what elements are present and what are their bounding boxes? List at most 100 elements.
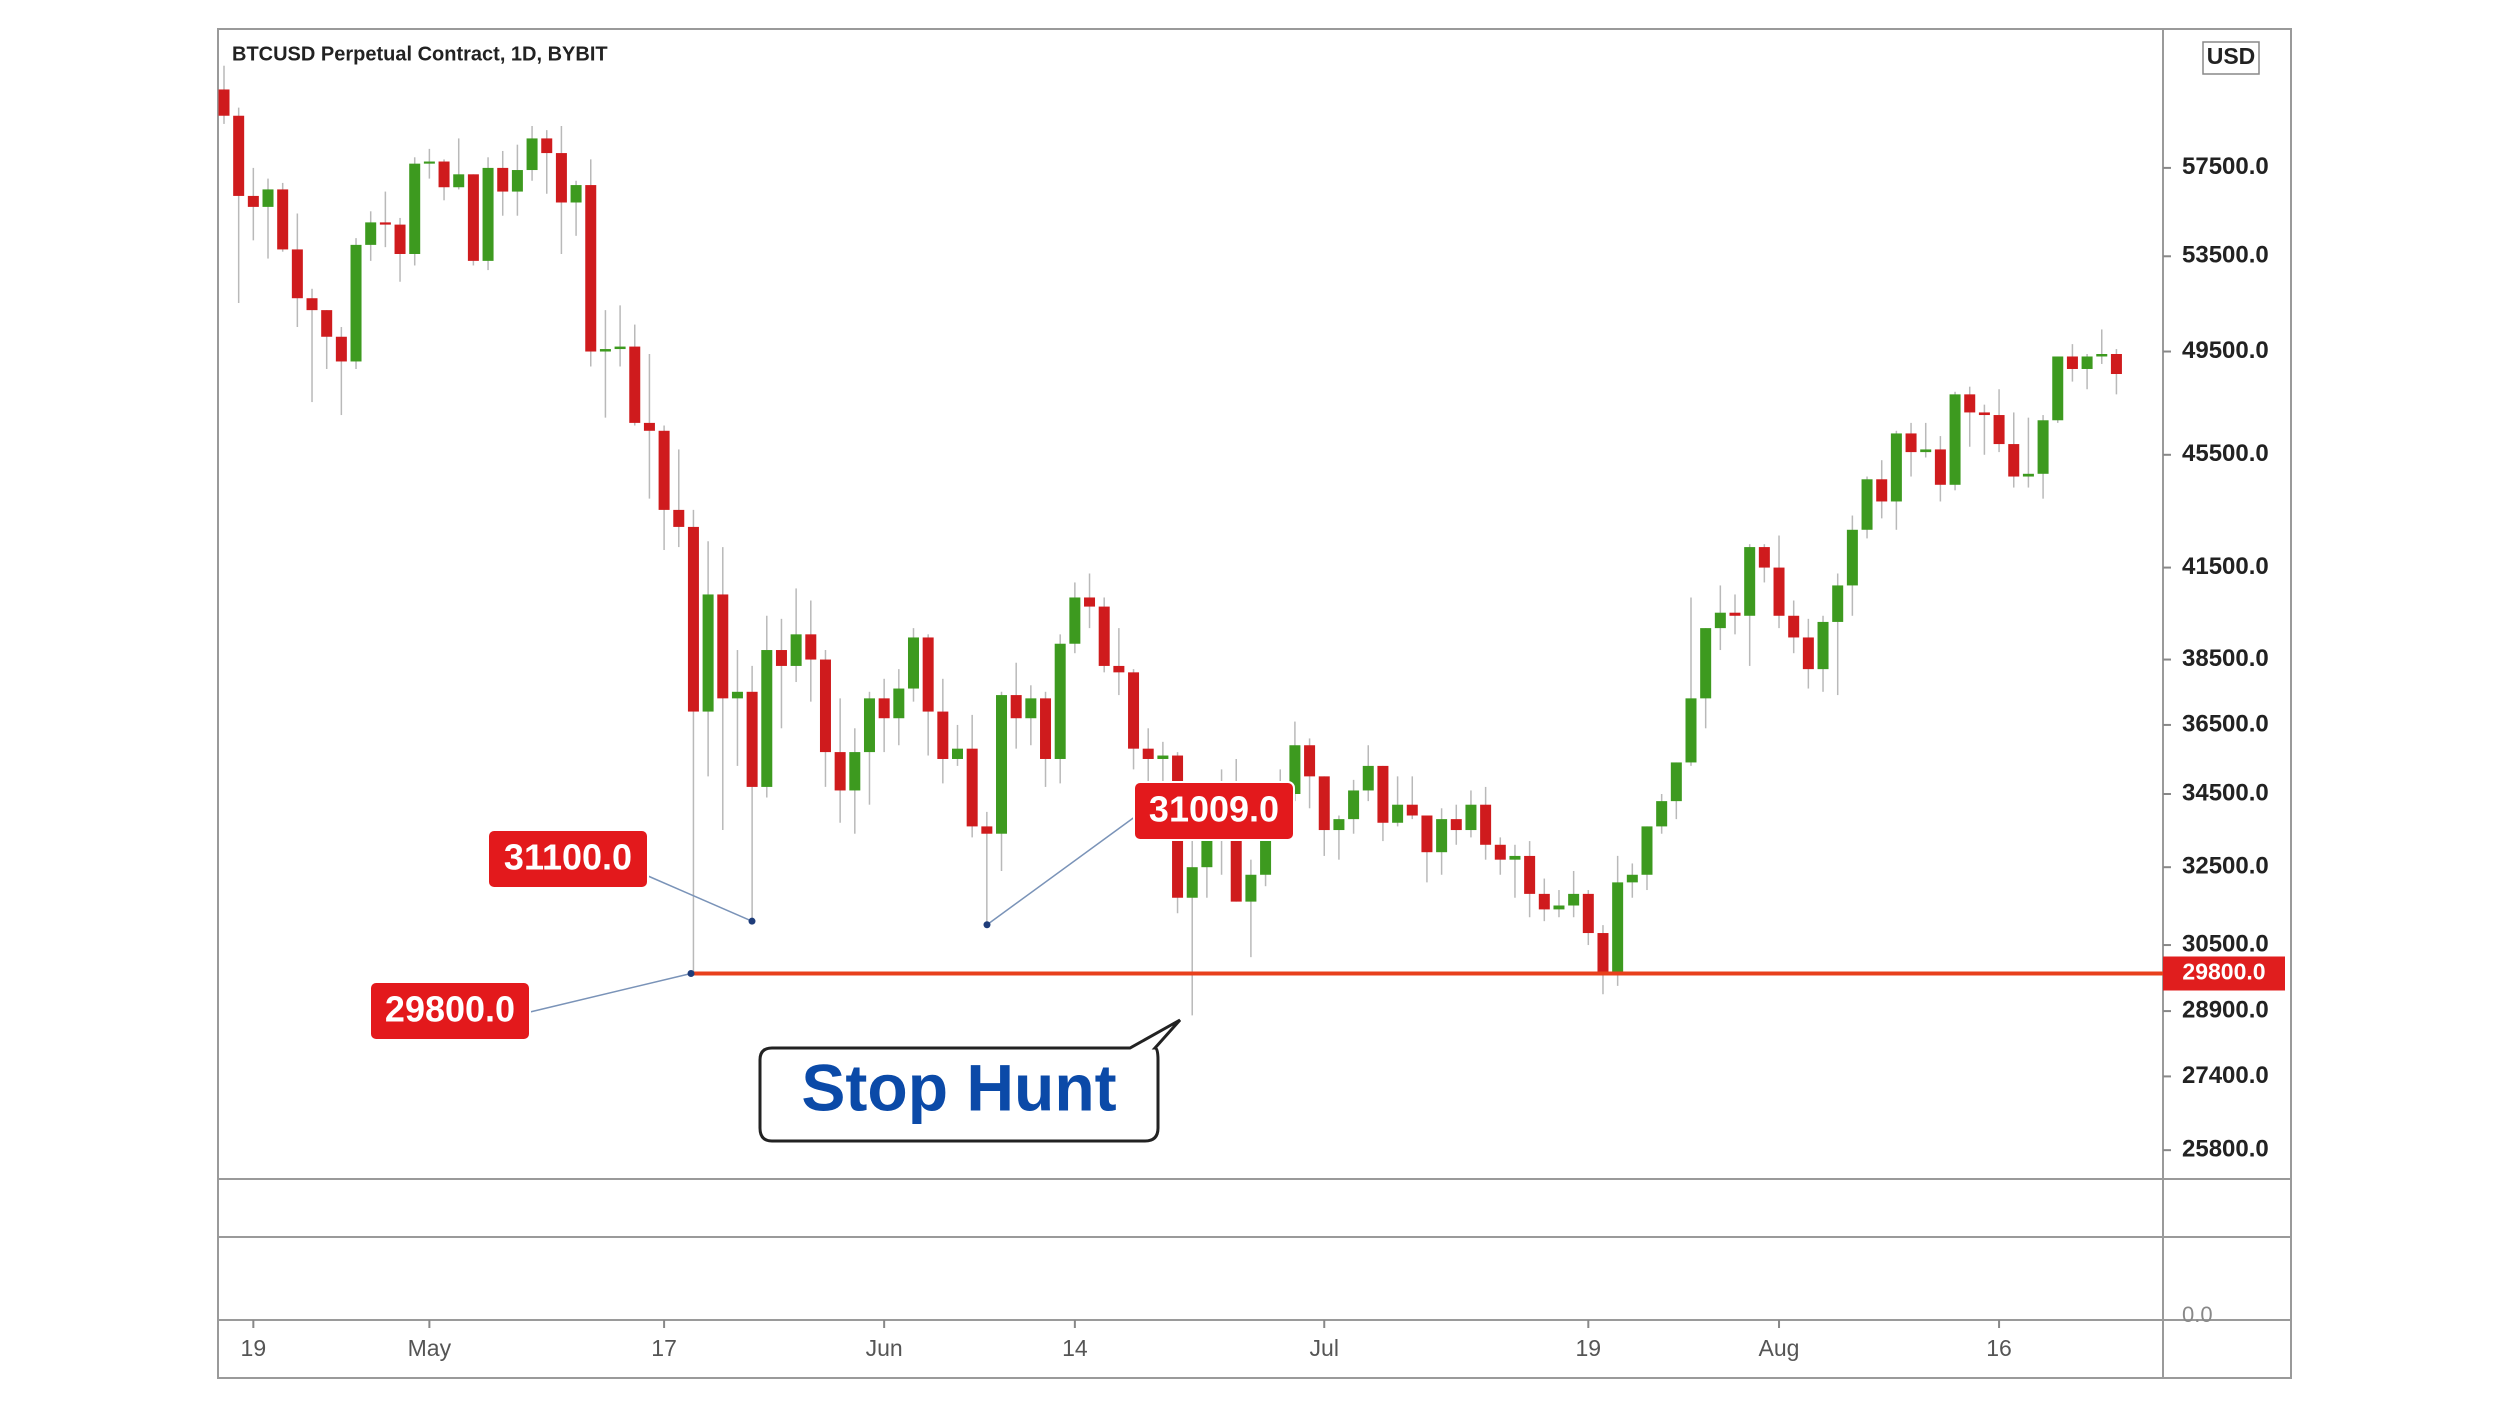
candle-body bbox=[805, 634, 817, 660]
annotation-label: 29800.0 bbox=[385, 989, 515, 1030]
x-tick-label: 19 bbox=[1576, 1335, 1602, 1361]
candle-body bbox=[819, 659, 831, 753]
candle-body bbox=[1890, 433, 1902, 502]
annotation-leader bbox=[647, 875, 753, 922]
callout-text: Stop Hunt bbox=[801, 1050, 1116, 1124]
y-tick-label: 45500.0 bbox=[2182, 440, 2269, 467]
candle-body bbox=[893, 688, 905, 719]
y-tick-label: 36500.0 bbox=[2182, 710, 2269, 737]
candle-body bbox=[1744, 547, 1756, 616]
candles bbox=[218, 65, 2122, 1016]
candle-body bbox=[849, 752, 861, 791]
candle-body bbox=[2081, 356, 2093, 369]
annotation-point bbox=[687, 970, 695, 978]
candle-body bbox=[1861, 479, 1873, 530]
x-tick-label: 14 bbox=[1062, 1335, 1088, 1361]
candle-body bbox=[1392, 804, 1404, 823]
candle-body bbox=[1128, 672, 1140, 749]
candle-body bbox=[277, 189, 289, 250]
candle-body bbox=[2110, 354, 2122, 375]
annotation-leader bbox=[529, 972, 692, 1013]
candle-body bbox=[541, 138, 553, 154]
candle-body bbox=[981, 826, 993, 834]
y-tick-label: 53500.0 bbox=[2182, 242, 2269, 269]
candle-body bbox=[1318, 776, 1330, 831]
candle-body bbox=[863, 698, 875, 753]
candle-body bbox=[1568, 893, 1580, 906]
candle-body bbox=[379, 222, 391, 225]
candle-body bbox=[394, 224, 406, 254]
candle-body bbox=[1773, 567, 1785, 616]
candle-body bbox=[1084, 597, 1096, 607]
candle-body bbox=[1450, 819, 1462, 831]
candle-body bbox=[1626, 874, 1638, 883]
y-tick-label: 25800.0 bbox=[2182, 1136, 2269, 1163]
candle-body bbox=[1113, 665, 1125, 673]
candle-body bbox=[1304, 745, 1316, 777]
candle-body bbox=[643, 422, 655, 431]
annotation-box bbox=[487, 829, 649, 889]
candle-body bbox=[1964, 394, 1976, 413]
candle-body bbox=[1098, 606, 1110, 666]
y-tick-label: 38500.0 bbox=[2182, 645, 2269, 672]
candle-body bbox=[1978, 412, 1990, 416]
candle-body bbox=[878, 698, 890, 719]
candle-body bbox=[423, 161, 435, 164]
x-tick-label: Aug bbox=[1759, 1335, 1800, 1361]
candle-body bbox=[1685, 698, 1697, 763]
y-tick-label: 34500.0 bbox=[2182, 779, 2269, 806]
price-level-label: 29800.0 bbox=[2182, 959, 2265, 985]
candle-body bbox=[218, 89, 230, 116]
candle-body bbox=[1656, 801, 1668, 827]
candle-body bbox=[1230, 786, 1242, 902]
candle-body bbox=[1069, 597, 1081, 644]
candle-body bbox=[1436, 819, 1448, 853]
candle-body bbox=[996, 695, 1008, 834]
candle-body bbox=[922, 637, 934, 712]
candle-body bbox=[1406, 804, 1418, 816]
candle-body bbox=[1934, 449, 1946, 485]
candle-body bbox=[467, 174, 479, 261]
candle-body bbox=[907, 637, 919, 689]
candle-body bbox=[291, 249, 303, 299]
candle-body bbox=[1465, 804, 1477, 831]
annotation-point bbox=[983, 921, 991, 929]
candle-body bbox=[1949, 394, 1961, 485]
candle-body bbox=[1421, 815, 1433, 853]
candle-body bbox=[1538, 893, 1550, 910]
candle-body bbox=[350, 244, 362, 362]
candle-body bbox=[1142, 748, 1154, 759]
candle-body bbox=[1025, 698, 1037, 719]
candle-body bbox=[2052, 356, 2064, 421]
annotation-label: 31100.0 bbox=[504, 837, 632, 878]
callout-box bbox=[758, 1018, 1182, 1143]
candle-body bbox=[790, 634, 802, 666]
candle-body bbox=[1905, 433, 1917, 453]
candle-body bbox=[1700, 628, 1712, 699]
candle-body bbox=[1758, 547, 1770, 568]
currency-box bbox=[2202, 41, 2260, 75]
y-tick-label: 28900.0 bbox=[2182, 996, 2269, 1023]
candle-body bbox=[1832, 585, 1844, 622]
candle-body bbox=[1670, 762, 1682, 802]
annotations: 29800.0 31100.0 29800.0 31009.0 Stop Hunt bbox=[369, 781, 2285, 1143]
candle-body bbox=[1846, 529, 1858, 586]
candle-body bbox=[1597, 933, 1609, 974]
x-tick-label: 19 bbox=[241, 1335, 267, 1361]
candle-body bbox=[409, 163, 421, 254]
candle-body bbox=[937, 711, 949, 759]
candle-body bbox=[497, 167, 509, 192]
candle-body bbox=[335, 336, 347, 362]
candle-body bbox=[2022, 473, 2034, 477]
price-level-tag bbox=[2163, 956, 2285, 991]
candle-body bbox=[365, 222, 377, 245]
candle-body bbox=[658, 430, 670, 510]
candle-body bbox=[1876, 479, 1888, 502]
candle-body bbox=[321, 310, 333, 337]
annotation-leader bbox=[986, 815, 1137, 926]
candle-body bbox=[761, 650, 773, 787]
candle-body bbox=[1348, 790, 1360, 820]
x-tick-label: May bbox=[408, 1335, 452, 1361]
candle-body bbox=[1714, 612, 1726, 629]
